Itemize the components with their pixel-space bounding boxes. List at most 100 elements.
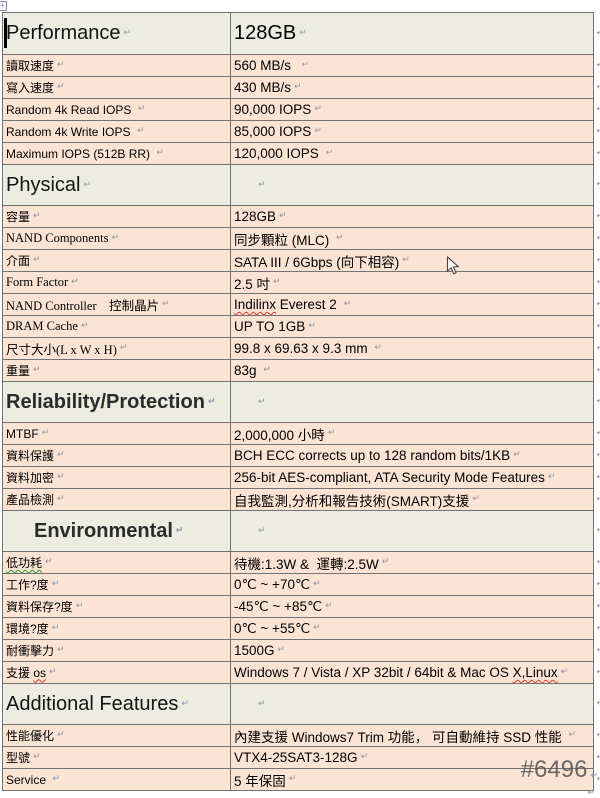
row-value-cell: ↵	[231, 511, 593, 551]
paragraph-mark-icon: ↵	[57, 60, 65, 70]
paragraph-mark-icon: ↵	[596, 397, 600, 407]
paragraph-mark-icon: ↵	[57, 730, 65, 740]
paragraph-mark-icon: ↵	[137, 104, 146, 114]
spec-value: 0℃ ~ +55℃	[234, 620, 311, 636]
row-label-cell: 工作?度 ↵	[3, 574, 231, 595]
section-title: Performance	[6, 22, 121, 44]
paragraph-mark-icon: ↵	[279, 211, 287, 221]
spec-label: 尺寸大小(L x W x H)	[6, 343, 117, 357]
table-row: 產品檢測↵自我監測,分析和報告技術(SMART)支援↵↵	[3, 488, 600, 510]
table-row: Form Factor↵2.5 吋↵↵	[3, 271, 600, 293]
row-label-cell: Physical ↵	[3, 165, 231, 205]
paragraph-mark-icon: ↵	[57, 645, 65, 655]
row-label-cell: 環境?度 ↵	[3, 618, 231, 639]
text-caret	[4, 18, 7, 48]
table-row: 寫入速度↵430 MB/s↵↵	[3, 76, 600, 98]
section-title: Environmental	[34, 519, 173, 542]
watermark: #6496 ↵	[521, 756, 598, 784]
paragraph-mark-icon: ↵	[258, 179, 266, 190]
row-label-cell: NAND Components ↵	[3, 228, 231, 249]
paragraph-mark-icon: ↵	[587, 788, 595, 798]
table-row: 資料保護 ↵ BCH ECC corrects up to 128 random b…	[3, 444, 600, 466]
spec-label: 工作?度	[6, 578, 49, 592]
spec-value: BCH ECC corrects up to 128 random bits/1…	[234, 448, 511, 463]
row-value-cell: 自我監測,分析和報告技術(SMART)支援 ↵	[231, 489, 593, 510]
row-value-cell: UP TO 1GB ↵	[231, 316, 593, 337]
row-label-cell: DRAM Cache ↵	[3, 316, 231, 337]
paragraph-mark-icon: ↵	[314, 126, 322, 136]
paragraph-mark-icon: ↵	[57, 472, 65, 482]
row-label-cell: 支援 os ↵	[3, 662, 231, 683]
paragraph-mark-icon: ↵	[596, 558, 600, 567]
spec-value: 0℃ ~ +70℃	[234, 576, 311, 592]
paragraph-mark-icon: ↵	[123, 28, 132, 38]
spec-value: 1500G	[234, 643, 275, 658]
spec-label: 讀取速度	[6, 59, 55, 73]
paragraph-mark-icon: ↵	[325, 601, 333, 611]
spec-label: 耐衝擊力	[6, 644, 55, 658]
row-label-cell: Reliability/Protection ↵	[3, 382, 231, 422]
row-value-cell: 256-bit AES-compliant, ATA Security Mode…	[231, 467, 593, 488]
spec-label: 寫入速度	[6, 81, 55, 95]
spec-value: 83g	[234, 363, 261, 378]
spec-value: 560 MB/s	[234, 58, 299, 73]
spec-label: Form Factor	[6, 275, 69, 289]
paragraph-mark-icon: ↵	[258, 525, 266, 536]
row-label-cell: 型號 ↵	[3, 747, 231, 768]
spec-label: 性能優化	[6, 729, 55, 743]
row-value-cell: ↵	[231, 165, 593, 205]
spec-value: 同步顆粒 (MLC)	[234, 232, 333, 248]
paragraph-mark-icon: ↵	[343, 299, 352, 309]
spec-label: 環境?度	[6, 622, 49, 636]
spec-value: Everest 2	[276, 297, 341, 312]
watermark-text: #6496	[520, 756, 588, 783]
row-value-cell: Windows 7 / Vista / XP 32bit / 64bit & M…	[231, 662, 593, 683]
row-label-cell: 尺寸大小(L x W x H) ↵	[3, 338, 231, 359]
spec-value: UP TO 1GB	[234, 319, 306, 334]
paragraph-mark-icon: ↵	[596, 256, 600, 265]
paragraph-mark-icon: ↵	[301, 60, 310, 70]
paragraph-mark-icon: ↵	[596, 234, 600, 243]
row-label-cell: Random 4k Write IOPS ↵	[3, 121, 231, 142]
paragraph-mark-icon: ↵	[313, 623, 321, 633]
row-label-cell: Random 4k Read IOPS ↵	[3, 99, 231, 120]
paragraph-mark-icon: ↵	[314, 104, 322, 114]
row-label-cell: 讀取速度 ↵	[3, 55, 231, 76]
table-row: 重量↵83g ↵↵	[3, 359, 600, 381]
paragraph-mark-icon: ↵	[277, 645, 286, 655]
paragraph-mark-icon: ↵	[596, 300, 600, 309]
paragraph-mark-icon: ↵	[513, 450, 521, 460]
table-row: 工作?度↵0℃ ~ +70℃↵↵	[3, 573, 600, 595]
spec-value: SATA III / 6Gbps (向下相容)	[234, 254, 400, 270]
table-row: Random 4k Read IOPS ↵90,000 IOPS↵↵	[3, 98, 600, 120]
spec-label: os	[33, 665, 47, 680]
spec-label: MTBF	[6, 426, 39, 441]
spec-label: 資料加密	[6, 471, 55, 485]
paragraph-mark-icon: ↵	[288, 774, 297, 784]
table-move-handle-icon[interactable]: +	[0, 1, 7, 11]
row-value-cell: 99.8 x 69.63 x 9.3 mm ↵	[231, 338, 593, 359]
paragraph-mark-icon: ↵	[596, 731, 600, 740]
paragraph-mark-icon: ↵	[596, 322, 600, 331]
table-row: 耐衝擊力↵1500G↵↵	[3, 639, 600, 661]
table-row: Maximum IOPS (512B RR) ↵120,000 IOPS ↵↵	[3, 142, 600, 164]
paragraph-mark-icon: ↵	[596, 580, 600, 589]
paragraph-mark-icon: ↵	[162, 299, 170, 309]
spec-label: 資料保存?度	[6, 600, 73, 614]
paragraph-mark-icon: ↵	[596, 127, 600, 136]
paragraph-mark-icon: ↵	[596, 775, 600, 784]
row-value-cell: 2,000,000 小時 ↵	[231, 423, 593, 444]
row-label-cell: Maximum IOPS (512B RR) ↵	[3, 143, 231, 164]
paragraph-mark-icon: ↵	[596, 344, 600, 353]
paragraph-mark-icon: ↵	[596, 83, 600, 92]
spec-value: 90,000 IOPS	[234, 102, 312, 117]
paragraph-mark-icon: ↵	[568, 730, 577, 740]
table-row: Random 4k Write IOPS ↵85,000 IOPS↵↵	[3, 120, 600, 142]
paragraph-mark-icon: ↵	[45, 557, 53, 567]
spec-label: Random 4k Write IOPS	[6, 124, 134, 139]
paragraph-mark-icon: ↵	[596, 753, 600, 762]
spec-value: Indilinx	[234, 297, 277, 312]
spec-value: 2.5 吋	[234, 276, 271, 292]
paragraph-mark-icon: ↵	[596, 149, 600, 158]
paragraph-mark-icon: ↵	[596, 366, 600, 375]
